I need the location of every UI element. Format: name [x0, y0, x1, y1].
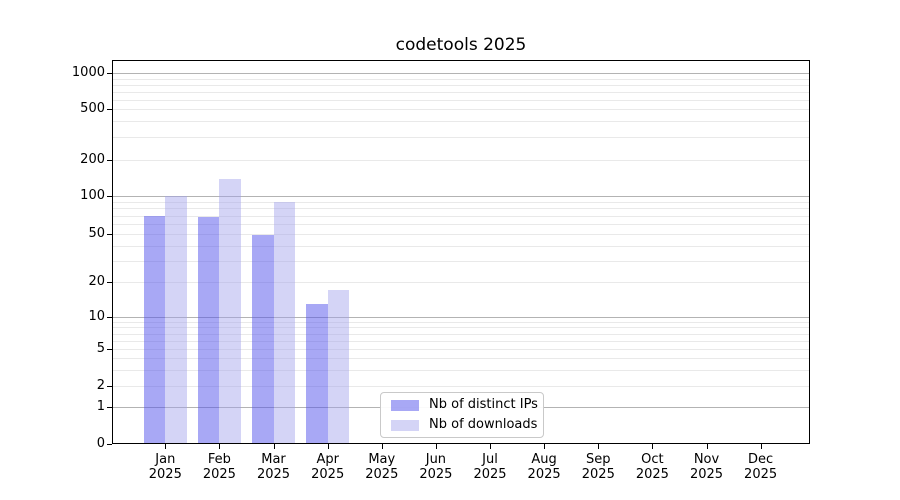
- bar-downloads-apr: [327, 290, 350, 444]
- bar-distinct-ips-jan: [143, 215, 166, 444]
- x-tick-mark: [760, 444, 762, 449]
- gridline: [112, 340, 810, 342]
- bar-downloads-feb: [219, 178, 241, 444]
- x-tick-mark: [652, 444, 654, 449]
- y-tick-label: 100: [80, 188, 105, 203]
- x-tick-label: Jun 2025: [419, 452, 453, 482]
- x-tick-mark: [219, 444, 221, 449]
- bar-distinct-ips-mar: [252, 235, 274, 444]
- gridline: [112, 137, 810, 139]
- gridline: [112, 99, 810, 101]
- x-tick-label: Jan 2025: [148, 452, 182, 482]
- x-tick-label: Sep 2025: [581, 452, 615, 482]
- x-tick-label: Mar 2025: [256, 452, 291, 482]
- gridline: [112, 317, 810, 318]
- y-tick-label: 1: [96, 399, 105, 414]
- y-tick-label: 50: [88, 226, 105, 241]
- x-tick-label: Apr 2025: [311, 452, 345, 482]
- gridline: [112, 282, 810, 283]
- legend: Nb of distinct IPs Nb of downloads: [380, 392, 544, 438]
- y-tick-mark: [107, 196, 112, 197]
- y-tick-mark: [107, 282, 112, 283]
- legend-label-downloads: Nb of downloads: [429, 417, 538, 432]
- x-tick-mark: [706, 444, 708, 449]
- x-tick-mark: [165, 444, 167, 449]
- bar-distinct-ips-feb: [197, 217, 220, 444]
- gridline: [112, 369, 810, 371]
- y-tick-mark: [107, 160, 112, 161]
- gridline: [112, 73, 810, 74]
- y-tick-mark: [107, 109, 112, 110]
- gridline: [112, 333, 810, 335]
- x-tick-label: Dec 2025: [744, 452, 778, 482]
- gridline: [112, 160, 810, 161]
- gridline: [112, 260, 810, 262]
- legend-item-downloads: Nb of downloads: [389, 417, 538, 434]
- gridline: [112, 91, 810, 93]
- y-tick-label: 0: [96, 436, 105, 451]
- gridline: [112, 349, 810, 350]
- plot-area: [112, 60, 810, 444]
- gridline: [112, 386, 810, 387]
- x-tick-mark: [435, 444, 437, 449]
- y-tick-mark: [107, 407, 112, 408]
- y-tick-mark: [107, 386, 112, 387]
- downloads-swatch-icon: [391, 419, 419, 431]
- distinct-ips-swatch-icon: [391, 399, 419, 411]
- y-tick-label: 10: [88, 309, 105, 324]
- x-tick-mark: [381, 444, 383, 449]
- y-tick-label: 500: [80, 101, 105, 116]
- legend-item-distinct-ips: Nb of distinct IPs: [389, 397, 538, 414]
- y-tick-label: 200: [80, 152, 105, 167]
- y-tick-mark: [107, 234, 112, 235]
- gridline: [112, 84, 810, 86]
- chart-title: codetools 2025: [395, 35, 527, 55]
- gridline: [112, 121, 810, 123]
- y-tick-label: 2: [96, 378, 105, 393]
- x-tick-label: Jul 2025: [473, 452, 507, 482]
- gridline: [112, 215, 810, 217]
- gridline: [112, 109, 810, 110]
- x-tick-label: Oct 2025: [635, 452, 669, 482]
- gridline: [112, 208, 810, 210]
- legend-label-distinct-ips: Nb of distinct IPs: [429, 397, 538, 412]
- x-tick-label: Feb 2025: [202, 452, 236, 482]
- bar-downloads-mar: [273, 201, 295, 444]
- gridline: [112, 224, 810, 225]
- gridline: [112, 196, 810, 197]
- y-tick-mark: [107, 73, 112, 74]
- gridline: [112, 201, 810, 203]
- y-tick-label: 1000: [71, 65, 105, 80]
- gridline: [112, 245, 810, 247]
- y-tick-mark: [107, 317, 112, 318]
- y-tick-label: 20: [88, 274, 105, 289]
- x-tick-label: Nov 2025: [689, 452, 724, 482]
- x-tick-label: Aug 2025: [527, 452, 561, 482]
- bar-distinct-ips-apr: [306, 303, 328, 444]
- y-tick-label: 5: [96, 341, 105, 356]
- y-tick-mark: [107, 444, 112, 445]
- gridline: [112, 78, 810, 80]
- x-tick-mark: [273, 444, 275, 449]
- bar-downloads-jan: [165, 196, 187, 444]
- y-tick-mark: [107, 349, 112, 350]
- x-tick-label: May 2025: [365, 452, 399, 482]
- x-tick-mark: [598, 444, 600, 449]
- gridline: [112, 358, 810, 359]
- x-tick-mark: [327, 444, 329, 449]
- gridline: [112, 234, 810, 235]
- x-tick-mark: [544, 444, 546, 449]
- gridline: [112, 327, 810, 329]
- gridline: [112, 321, 810, 323]
- x-tick-mark: [490, 444, 491, 449]
